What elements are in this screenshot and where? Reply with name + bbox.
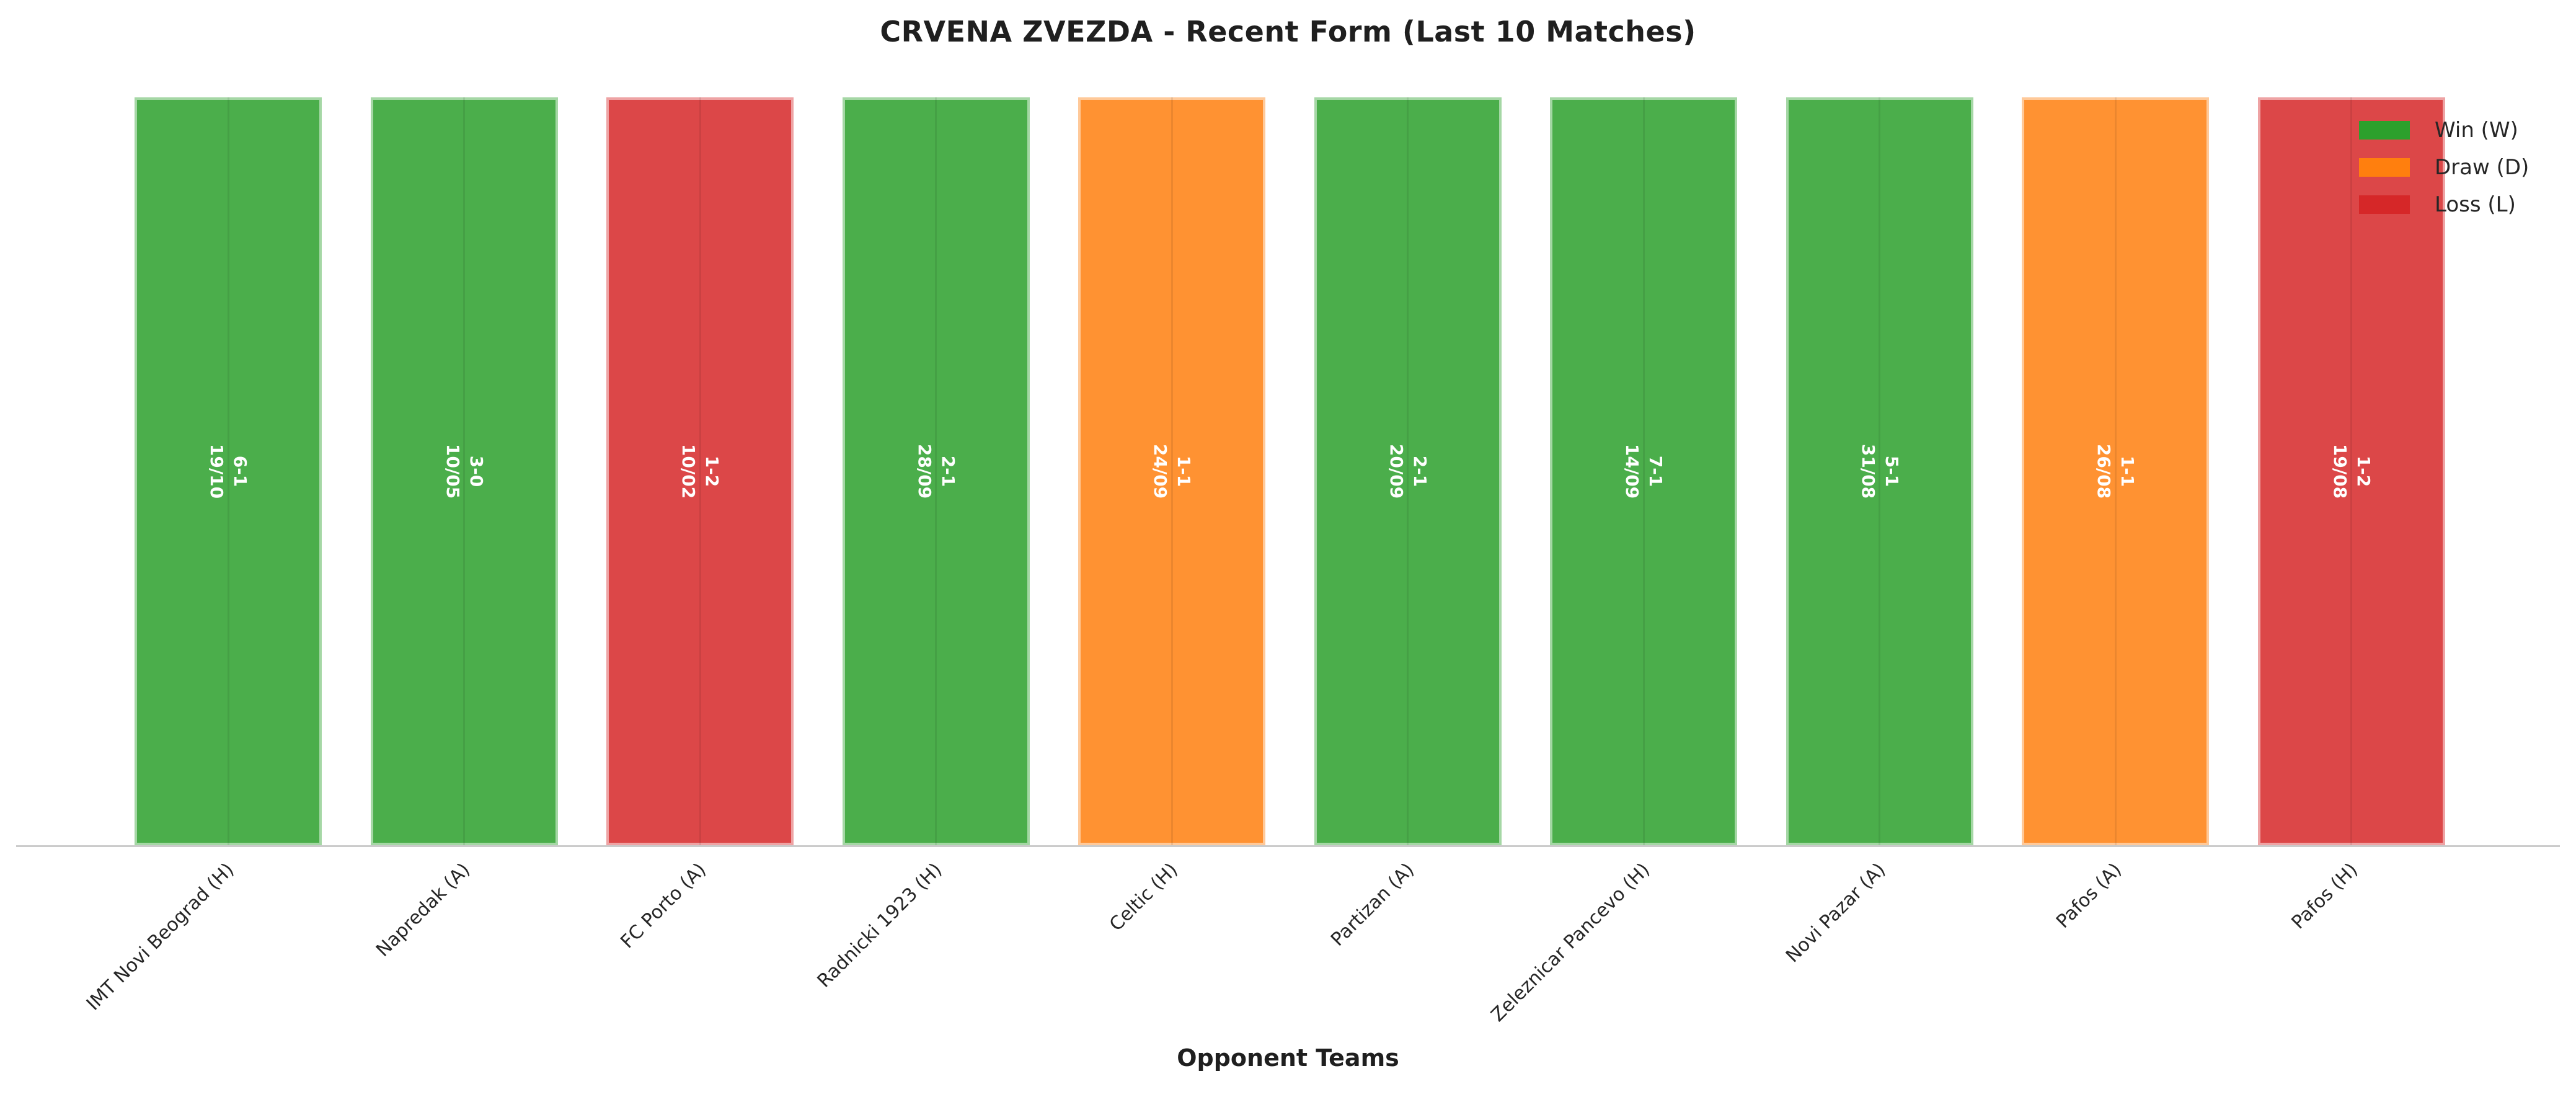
x-tick-label: Napredak (A)	[372, 859, 475, 961]
bar-w-0: 6-1 19/10	[135, 97, 322, 845]
bar-date-label: 10/02	[678, 443, 699, 499]
bar-w-3: 2-1 28/09	[842, 97, 1030, 845]
x-tick-label: Pafos (A)	[2052, 859, 2127, 933]
bar-date-label: 24/09	[1150, 443, 1171, 499]
tick-cell: Napredak (A)	[371, 845, 558, 1056]
chart-title: CRVENA ZVEZDA - Recent Form (Last 10 Mat…	[880, 15, 1696, 48]
legend: Win (W) Draw (D) Loss (L)	[2359, 118, 2529, 217]
bar-value-label: 6-1 19/10	[205, 444, 252, 499]
bar-d-8: 1-1 26/08	[2022, 97, 2210, 845]
tick-cell: Novi Pazar (A)	[1782, 845, 1973, 1056]
bar-value-label: 1-2 10/02	[676, 444, 724, 499]
tick-cell: Partizan (A)	[1314, 845, 1502, 1056]
bar-center-gridline	[2114, 97, 2117, 845]
loss-color-swatch	[2359, 195, 2410, 214]
x-tick-label: Radnicki 1923 (H)	[813, 859, 947, 992]
x-axis-title: Opponent Teams	[1177, 1044, 1399, 1072]
bar-center-gridline	[463, 97, 466, 845]
bar-score-label: 1-1	[2117, 455, 2138, 487]
bar-value-label: 2-1 28/09	[913, 444, 960, 499]
win-color-swatch	[2359, 121, 2410, 140]
bar-date-label: 14/09	[1622, 443, 1643, 499]
legend-label: Draw (D)	[2435, 155, 2530, 180]
bars-row: 6-1 19/10 3-0 10/05 1-2 10/02 2-1 28/09 …	[135, 97, 2445, 845]
x-tick-label: Celtic (H)	[1105, 859, 1182, 936]
bar-center-gridline	[1407, 97, 1409, 845]
tick-cell: IMT Novi Beograd (H)	[82, 845, 322, 1056]
bar-center-gridline	[2350, 97, 2353, 845]
bar-score-label: 5-1	[1881, 455, 1902, 487]
bar-value-label: 1-1 24/09	[1148, 444, 1195, 499]
x-tick-labels: IMT Novi Beograd (H) Napredak (A) FC Por…	[82, 845, 2445, 1056]
legend-item-win: Win (W)	[2359, 118, 2529, 143]
legend-label: Loss (L)	[2435, 192, 2516, 217]
bar-w-6: 7-1 14/09	[1550, 97, 1738, 845]
x-tick-label: Partizan (A)	[1326, 859, 1419, 951]
bar-center-gridline	[935, 97, 937, 845]
bar-value-label: 5-1 31/08	[1856, 444, 1903, 499]
bar-center-gridline	[227, 97, 229, 845]
bar-score-label: 3-0	[466, 455, 487, 487]
bar-date-label: 19/10	[206, 443, 227, 499]
x-tick-label: Pafos (H)	[2287, 859, 2362, 934]
draw-color-swatch	[2359, 158, 2410, 177]
tick-cell: Zeleznicar Pancevo (H)	[1487, 845, 1737, 1056]
bar-value-label: 2-1 20/09	[1384, 444, 1432, 499]
bar-date-label: 19/08	[2329, 443, 2350, 499]
x-tick-label: Zeleznicar Pancevo (H)	[1487, 859, 1655, 1026]
bar-score-label: 1-2	[702, 455, 723, 487]
bar-score-label: 1-1	[1174, 455, 1195, 487]
tick-cell: Pafos (H)	[2258, 845, 2445, 1056]
bar-date-label: 28/09	[914, 443, 935, 499]
bar-date-label: 26/08	[2094, 443, 2115, 499]
tick-cell: FC Porto (A)	[606, 845, 794, 1056]
bar-score-label: 2-1	[1409, 455, 1430, 487]
tick-cell: Celtic (H)	[1078, 845, 1265, 1056]
x-tick-label: Novi Pazar (A)	[1782, 859, 1890, 967]
bar-center-gridline	[1879, 97, 1881, 845]
legend-item-loss: Loss (L)	[2359, 192, 2529, 217]
bar-w-1: 3-0 10/05	[370, 97, 558, 845]
tick-cell: Radnicki 1923 (H)	[813, 845, 1030, 1056]
legend-label: Win (W)	[2435, 118, 2518, 143]
bar-value-label: 1-1 26/08	[2092, 444, 2139, 499]
bar-center-gridline	[1642, 97, 1645, 845]
tick-cell: Pafos (A)	[2022, 845, 2209, 1056]
bar-w-5: 2-1 20/09	[1314, 97, 1502, 845]
bar-center-gridline	[1171, 97, 1173, 845]
bar-date-label: 20/09	[1386, 443, 1407, 499]
bar-l-9: 1-2 19/08	[2257, 97, 2445, 845]
bar-value-label: 3-0 10/05	[441, 444, 488, 499]
x-tick-label: IMT Novi Beograd (H)	[82, 859, 239, 1015]
bar-d-4: 1-1 24/09	[1078, 97, 1266, 845]
bar-score-label: 1-2	[2353, 455, 2374, 487]
bar-center-gridline	[699, 97, 701, 845]
legend-item-draw: Draw (D)	[2359, 155, 2529, 180]
bar-score-label: 6-1	[230, 455, 250, 487]
bar-date-label: 31/08	[1857, 443, 1879, 499]
bar-l-2: 1-2 10/02	[606, 97, 794, 845]
bar-w-7: 5-1 31/08	[1786, 97, 1973, 845]
bar-date-label: 10/05	[442, 443, 463, 499]
bar-value-label: 7-1 14/09	[1620, 444, 1667, 499]
bar-score-label: 7-1	[1645, 455, 1666, 487]
x-tick-label: FC Porto (A)	[616, 859, 710, 953]
x-axis-line	[16, 845, 2560, 847]
bar-score-label: 2-1	[937, 455, 958, 487]
bar-value-label: 1-2 19/08	[2328, 444, 2375, 499]
